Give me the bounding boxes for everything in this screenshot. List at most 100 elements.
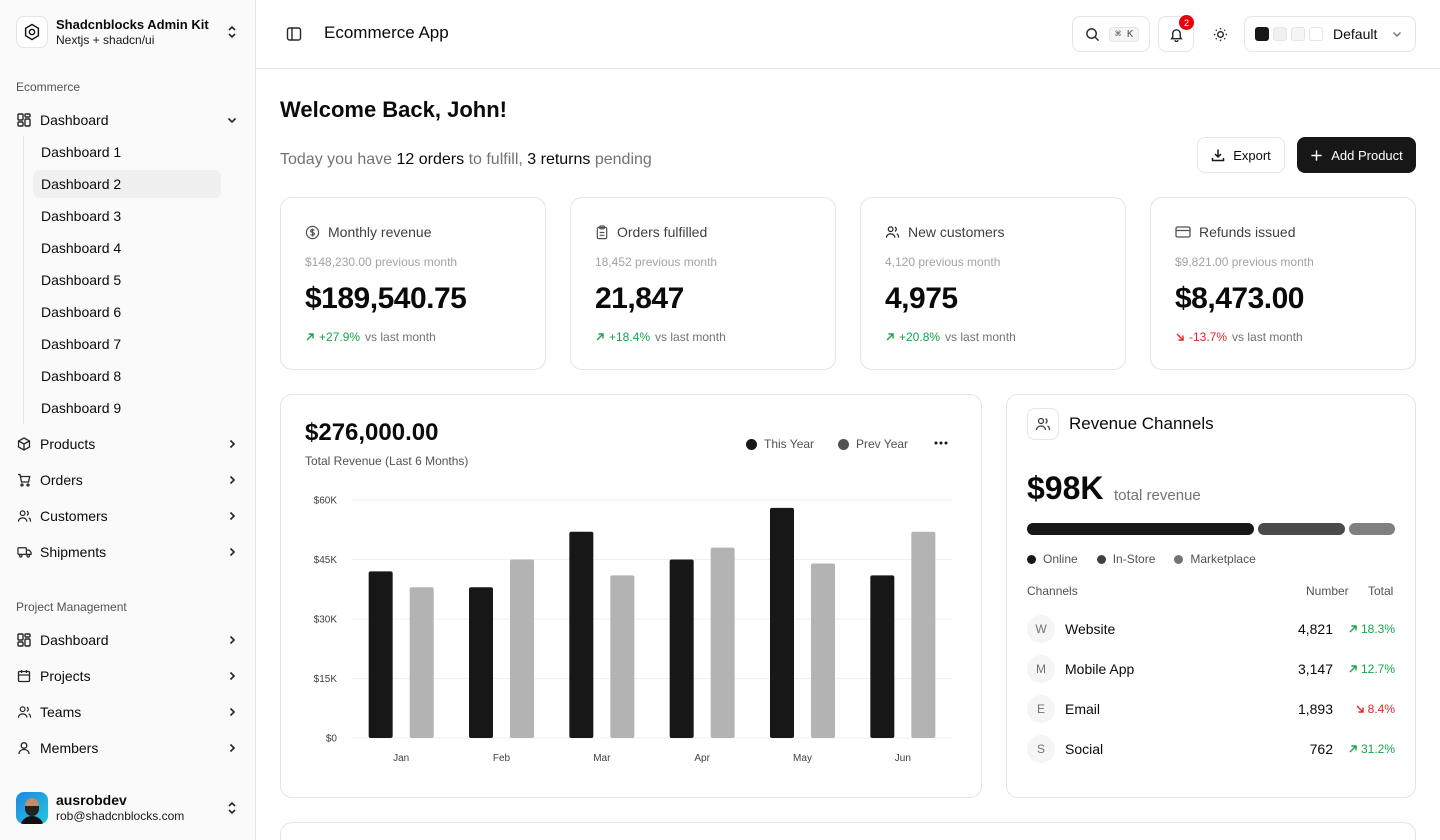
sidebar-item-customers[interactable]: Customers [8,500,248,532]
sun-icon [1213,27,1228,42]
bar-this-year-may[interactable] [770,507,794,738]
notifications-button[interactable] [1158,16,1194,52]
legend-label: Marketplace [1190,552,1256,566]
sidebar-item-products[interactable]: Products [8,428,248,460]
channels-total-label: total revenue [1114,487,1201,504]
users-icon [16,704,32,720]
y-tick-label: $30K [314,615,338,626]
stat-card-header: Orders fulfilled [595,224,707,240]
bar-prev-year-may[interactable] [811,563,835,738]
layout-icon [16,632,32,648]
stat-card: Monthly revenue $148,230.00 previous mont… [280,197,546,370]
chevron-right-icon [224,436,240,452]
user-icon [16,740,32,756]
channel-name: Email [1065,701,1101,717]
team-switcher[interactable]: Shadcnblocks Admin Kit Nextjs + shadcn/u… [8,8,248,56]
stat-card: New customers 4,120 previous month 4,975 +2… [860,197,1126,370]
bar-prev-year-feb[interactable] [510,559,534,739]
sidebar: Shadcnblocks Admin Kit Nextjs + shadcn/u… [0,0,256,840]
channels-total: $98K [1027,470,1104,506]
arrow-up-right-icon [885,332,895,342]
channel-change: 12.7% [1333,662,1395,676]
user-menu[interactable]: ausrobdev rob@shadcnblocks.com [8,784,248,832]
table-row: W Website 4,821 18.3% [1027,614,1395,644]
channel-number: 3,147 [1297,661,1333,677]
sidebar-item-pm-dashboard[interactable]: Dashboard [8,624,248,656]
chevrons-up-down-icon [224,800,240,816]
channel-avatar: E [1027,695,1055,723]
stat-value: 21,847 [595,282,684,315]
channel-change: 18.3% [1333,622,1395,636]
column-header-total: Total [1368,584,1394,598]
sidebar-item-pm-members[interactable]: Members [8,732,248,764]
stat-delta-value: +20.8% [899,330,941,344]
sidebar-subitem-dashboard-1[interactable]: Dashboard 1 [41,144,122,160]
stat-previous: $9,821.00 previous month [1175,255,1314,269]
stat-previous: 4,120 previous month [885,255,1001,269]
stat-delta: +27.9% vs last month [305,330,436,344]
sidebar-subitem-dashboard-8[interactable]: Dashboard 8 [41,368,122,384]
sidebar-subitem-dashboard-6[interactable]: Dashboard 6 [41,304,122,320]
bar-prev-year-jun[interactable] [911,531,936,738]
arrow-up-right-icon [1348,744,1358,754]
sidebar-subitem-dashboard-5[interactable]: Dashboard 5 [41,272,122,288]
sidebar-item-pm-projects[interactable]: Projects [8,660,248,692]
sidebar-subitem-dashboard-4[interactable]: Dashboard 4 [41,240,122,256]
bar-this-year-jun[interactable] [870,575,895,738]
theme-swatch [1255,27,1269,41]
users-icon [885,225,900,239]
search-shortcut: ⌘ K [1109,26,1140,42]
export-button[interactable]: Export [1197,137,1285,173]
revenue-channels-card: Revenue Channels $98K total revenue Onli… [1006,394,1416,798]
add-product-button[interactable]: Add Product [1297,137,1416,173]
welcome-heading: Welcome Back, John! [280,97,507,122]
stat-delta: +20.8% vs last month [885,330,1016,344]
sidebar-item-label: Products [40,436,96,452]
channel-change-value: 8.4% [1367,702,1395,716]
channel-avatar: M [1027,655,1055,683]
summary-text: Today you have [280,151,397,168]
stat-delta-caption: vs last month [365,330,436,344]
sidebar-subitem-dashboard-3[interactable]: Dashboard 3 [41,208,122,224]
search-button[interactable]: ⌘ K [1072,16,1150,52]
legend-label: Online [1043,552,1078,566]
stat-label: Monthly revenue [328,224,432,240]
summary-text: to fulfill, [464,151,528,168]
plus-icon [1310,149,1323,162]
sidebar-item-orders[interactable]: Orders [8,464,248,496]
chevron-right-icon [224,544,240,560]
bar-this-year-jan[interactable] [368,571,393,738]
orders-count: 12 orders [396,151,465,168]
sidebar-toggle-icon[interactable] [284,24,304,44]
bar-prev-year-apr[interactable] [710,547,735,738]
sidebar-subitem-dashboard-9[interactable]: Dashboard 9 [41,400,122,416]
theme-select[interactable]: Default [1244,16,1416,52]
download-icon [1211,148,1225,162]
arrow-down-right-icon [1175,332,1185,342]
stat-label: Refunds issued [1199,224,1296,240]
bar-prev-year-jan[interactable] [409,587,434,738]
sidebar-subitem-dashboard-2[interactable]: Dashboard 2 [33,170,221,198]
bar-this-year-feb[interactable] [469,587,493,738]
arrow-down-right-icon [1355,704,1365,714]
stat-delta-caption: vs last month [1232,330,1303,344]
channel-number: 4,821 [1297,621,1333,637]
stat-delta-value: -13.7% [1189,330,1228,344]
x-tick-label: Jan [393,753,409,764]
channel-change-value: 31.2% [1360,742,1395,756]
legend-item: Online [1027,552,1078,566]
theme-toggle-button[interactable] [1204,16,1236,52]
bar-this-year-mar[interactable] [569,531,594,738]
bar-this-year-apr[interactable] [669,559,694,739]
bottom-card [280,822,1416,840]
sidebar-item-dashboard[interactable]: Dashboard [8,104,248,136]
arrow-up-right-icon [1348,624,1358,634]
sidebar-item-shipments[interactable]: Shipments [8,536,248,568]
channel-name: Social [1065,741,1104,757]
more-options-icon[interactable] [933,435,949,451]
summary-text: pending [590,151,652,168]
sidebar-item-pm-teams[interactable]: Teams [8,696,248,728]
sidebar-subitem-dashboard-7[interactable]: Dashboard 7 [41,336,122,352]
bar-prev-year-mar[interactable] [610,575,635,738]
sidebar-item-label: Orders [40,472,83,488]
